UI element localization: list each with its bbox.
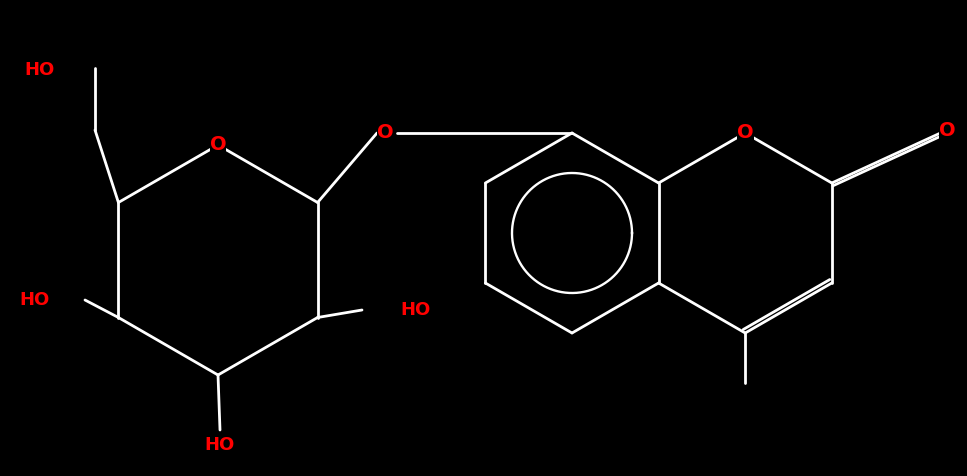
Text: HO: HO — [400, 301, 430, 319]
Text: HO: HO — [205, 436, 235, 454]
Text: O: O — [939, 120, 955, 139]
Text: HO: HO — [19, 291, 50, 309]
Text: O: O — [210, 136, 226, 155]
Text: HO: HO — [25, 61, 55, 79]
Text: O: O — [737, 123, 753, 142]
Text: O: O — [377, 123, 394, 142]
